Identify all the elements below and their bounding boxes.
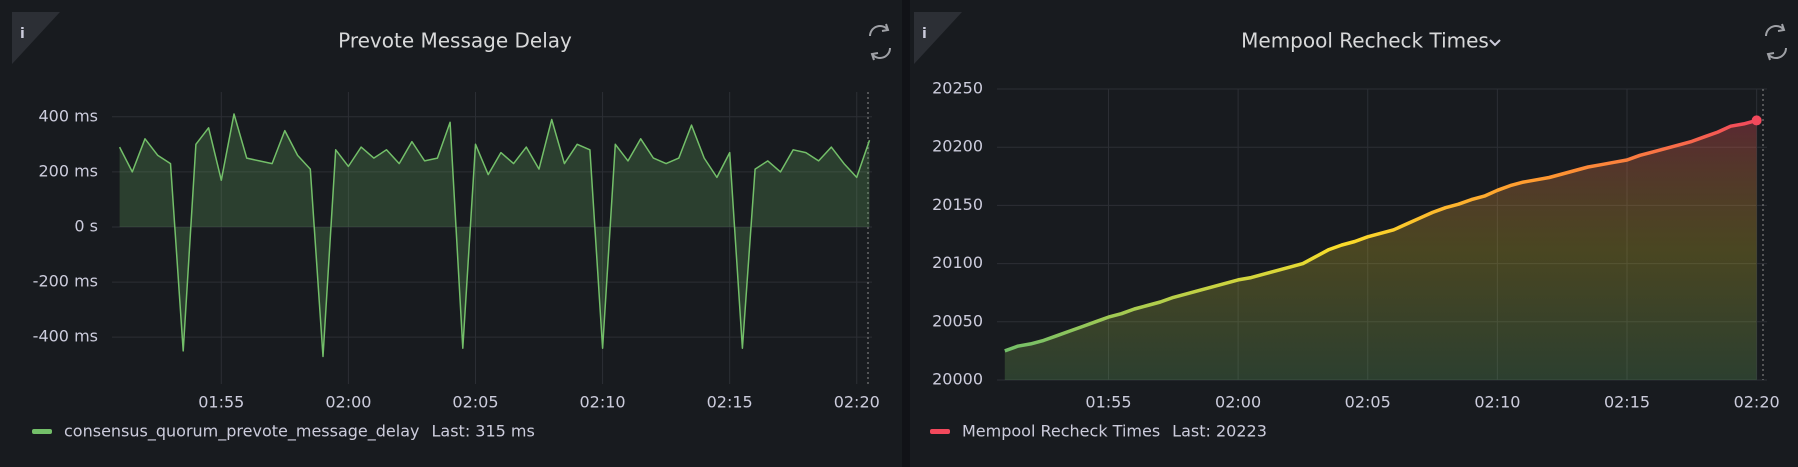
info-icon: i (922, 26, 927, 42)
series-area (1004, 120, 1757, 381)
legend-name: Mempool Recheck Times (962, 422, 1160, 441)
refresh-icon[interactable] (1765, 23, 1787, 61)
x-tick-label: 02:20 (1734, 393, 1780, 412)
last-point (1751, 115, 1762, 126)
info-icon: i (20, 26, 25, 42)
series-line (1004, 118, 1758, 353)
y-tick-label: 20150 (932, 195, 983, 214)
y-tick-label: 20250 (932, 79, 983, 98)
y-tick-label: -400 ms (33, 327, 98, 346)
x-tick-label: 01:55 (198, 393, 244, 412)
x-tick-label: 01:55 (1085, 393, 1131, 412)
x-tick-label: 02:00 (1215, 393, 1261, 412)
x-tick-label: 02:15 (1604, 393, 1650, 412)
series-area (119, 114, 870, 357)
x-tick-label: 02:10 (580, 393, 626, 412)
title-dropdown[interactable] (1489, 39, 1501, 47)
chart-title: Mempool Recheck Times (1241, 29, 1489, 53)
refresh-icon[interactable] (869, 23, 891, 61)
chart-title: Prevote Message Delay (338, 29, 572, 53)
y-tick-label: 20200 (932, 137, 983, 156)
legend-name: consensus_quorum_prevote_message_delay (64, 422, 419, 442)
x-tick-label: 02:05 (452, 393, 498, 412)
x-tick-label: 02:00 (325, 393, 371, 412)
y-tick-label: -200 ms (33, 272, 98, 291)
series-line (118, 113, 871, 358)
y-tick-label: 0 s (74, 216, 98, 235)
info-corner[interactable] (914, 12, 962, 64)
info-corner[interactable] (12, 12, 60, 64)
y-tick-label: 20000 (932, 370, 983, 389)
y-tick-label: 20100 (932, 253, 983, 272)
x-tick-label: 02:05 (1345, 393, 1391, 412)
x-tick-label: 02:20 (834, 393, 880, 412)
legend-last: Last: 315 ms (431, 422, 534, 441)
panel (0, 0, 902, 467)
x-tick-label: 02:15 (707, 393, 753, 412)
y-tick-label: 200 ms (38, 161, 98, 180)
legend-swatch (32, 429, 52, 434)
legend-swatch (930, 429, 950, 434)
x-tick-label: 02:10 (1474, 393, 1520, 412)
y-tick-label: 400 ms (38, 106, 98, 125)
legend-last: Last: 20223 (1172, 422, 1267, 441)
y-tick-label: 20050 (932, 311, 983, 330)
